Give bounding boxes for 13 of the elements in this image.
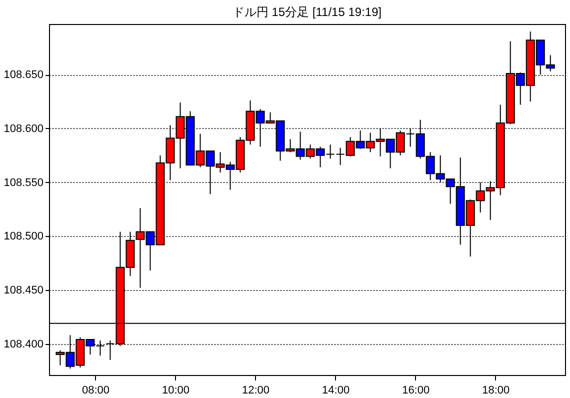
x-tick-label: 16:00 bbox=[402, 384, 430, 396]
x-tick-label: 14:00 bbox=[322, 384, 350, 396]
y-tick-label: 108.500 bbox=[4, 230, 44, 243]
x-tick-label: 12:00 bbox=[242, 384, 270, 396]
y-tick-label: 108.550 bbox=[4, 176, 44, 189]
y-tick-label: 108.650 bbox=[4, 69, 44, 82]
y-tick-label: 108.600 bbox=[4, 122, 44, 135]
y-tick-label: 108.400 bbox=[4, 338, 44, 350]
x-tick-label: 08:00 bbox=[82, 384, 110, 396]
x-tick-label: 18:00 bbox=[482, 384, 510, 396]
y-tick-label: 108.450 bbox=[4, 284, 44, 296]
chart-title: ドル円 15分足 [11/15 19:19] bbox=[232, 5, 382, 19]
x-tick-label: 10:00 bbox=[162, 384, 190, 396]
